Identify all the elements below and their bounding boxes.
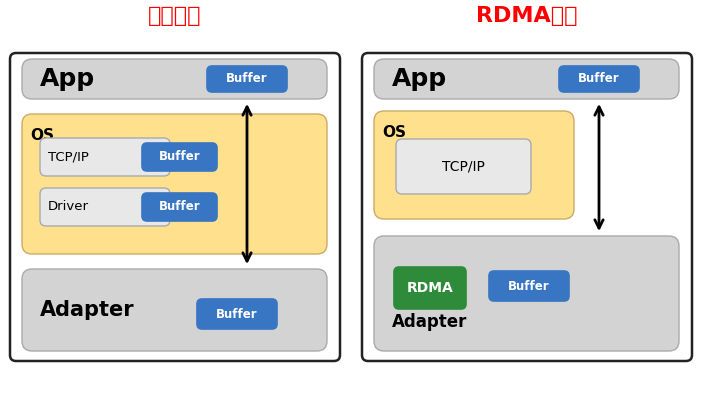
FancyBboxPatch shape bbox=[374, 111, 574, 219]
FancyBboxPatch shape bbox=[142, 143, 217, 171]
Text: OS: OS bbox=[30, 128, 54, 143]
FancyBboxPatch shape bbox=[374, 59, 679, 99]
Text: Buffer: Buffer bbox=[578, 73, 620, 85]
Text: Buffer: Buffer bbox=[159, 201, 200, 213]
Text: RDMA: RDMA bbox=[406, 281, 453, 295]
Text: Adapter: Adapter bbox=[40, 300, 135, 320]
Text: App: App bbox=[392, 67, 447, 91]
Text: TCP/IP: TCP/IP bbox=[442, 160, 485, 174]
FancyBboxPatch shape bbox=[394, 267, 466, 309]
FancyBboxPatch shape bbox=[142, 193, 217, 221]
Text: Buffer: Buffer bbox=[508, 280, 550, 292]
Text: 传统模式: 传统模式 bbox=[148, 6, 201, 26]
FancyBboxPatch shape bbox=[22, 269, 327, 351]
FancyBboxPatch shape bbox=[396, 139, 531, 194]
FancyBboxPatch shape bbox=[10, 53, 340, 361]
Text: RDMA模式: RDMA模式 bbox=[476, 6, 578, 26]
FancyBboxPatch shape bbox=[374, 236, 679, 351]
Text: Driver: Driver bbox=[48, 201, 89, 213]
FancyBboxPatch shape bbox=[207, 66, 287, 92]
FancyBboxPatch shape bbox=[22, 59, 327, 99]
FancyBboxPatch shape bbox=[197, 299, 277, 329]
FancyBboxPatch shape bbox=[40, 188, 170, 226]
Text: Adapter: Adapter bbox=[392, 313, 468, 331]
FancyBboxPatch shape bbox=[362, 53, 692, 361]
FancyBboxPatch shape bbox=[489, 271, 569, 301]
Text: Buffer: Buffer bbox=[226, 73, 267, 85]
Text: OS: OS bbox=[382, 125, 406, 140]
FancyBboxPatch shape bbox=[40, 138, 170, 176]
Text: App: App bbox=[40, 67, 95, 91]
Text: Buffer: Buffer bbox=[216, 308, 258, 320]
FancyBboxPatch shape bbox=[559, 66, 639, 92]
Text: Buffer: Buffer bbox=[159, 150, 200, 164]
FancyBboxPatch shape bbox=[22, 114, 327, 254]
Text: TCP/IP: TCP/IP bbox=[48, 150, 89, 164]
